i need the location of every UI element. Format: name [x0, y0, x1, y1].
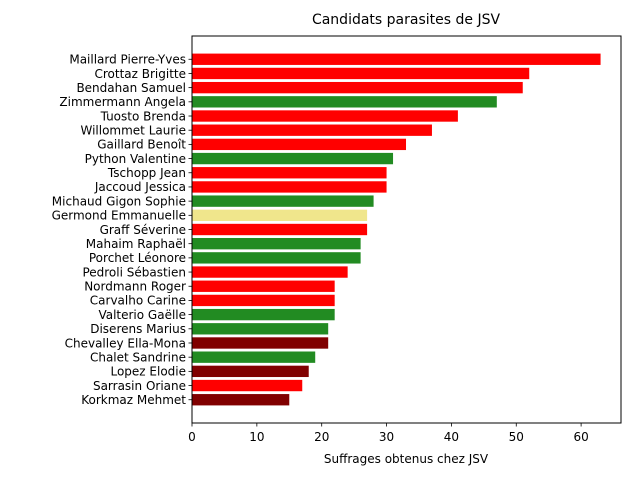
bar — [192, 67, 530, 80]
bar — [192, 96, 497, 108]
bar — [192, 181, 387, 193]
bar — [192, 351, 316, 363]
y-tick-label: Chalet Sandrine — [90, 350, 186, 364]
bar — [192, 308, 335, 321]
y-tick-label: Jaccoud Jessica — [94, 180, 186, 194]
y-tick-label: Willommet Laurie — [80, 123, 186, 137]
bar — [192, 280, 335, 292]
bar — [192, 167, 387, 179]
bar — [192, 110, 458, 122]
bar — [192, 337, 329, 349]
y-tick-label: Mahaim Raphaël — [86, 237, 186, 251]
y-tick-label: Chevalley Ella-Mona — [65, 336, 186, 350]
bar — [192, 394, 290, 406]
y-tick-label: Carvalho Carine — [90, 294, 186, 308]
x-tick-label: 50 — [509, 430, 524, 444]
y-tick-label: Maillard Pierre-Yves — [69, 53, 186, 67]
y-tick-label: Tschopp Jean — [107, 166, 186, 180]
y-tick-label: Tuosto Brenda — [100, 109, 186, 123]
bar — [192, 209, 368, 221]
y-tick-label: Lopez Elodie — [110, 365, 186, 379]
x-tick-label: 30 — [379, 430, 394, 444]
bar — [192, 81, 523, 94]
y-tick-label: Python Valentine — [85, 152, 186, 166]
y-tick-label: Crottaz Brigitte — [94, 67, 186, 81]
x-tick-label: 20 — [314, 430, 329, 444]
bar — [192, 379, 303, 392]
bar — [192, 252, 361, 264]
y-tick-label: Nordmann Roger — [84, 280, 186, 294]
bar — [192, 238, 361, 250]
chart-title: Candidats parasites de JSV — [312, 12, 501, 28]
bar — [192, 223, 368, 236]
bar — [192, 195, 374, 207]
bar — [192, 152, 394, 165]
x-tick-label: 60 — [573, 430, 588, 444]
x-tick-label: 10 — [249, 430, 264, 444]
y-tick-label: Graff Séverine — [100, 223, 186, 237]
y-tick-label: Zimmermann Angela — [59, 95, 186, 109]
y-tick-label: Valterio Gaëlle — [98, 308, 186, 322]
bar — [192, 365, 309, 378]
y-tick-label: Sarrasin Oriane — [93, 379, 186, 393]
x-tick-label: 40 — [444, 430, 459, 444]
y-tick-label: Bendahan Samuel — [76, 81, 186, 95]
bar — [192, 294, 335, 307]
bar — [192, 124, 432, 136]
y-tick-label: Korkmaz Mehmet — [81, 393, 186, 407]
bar — [192, 323, 329, 335]
x-ticks: 0 10 20 30 40 50 60 — [188, 423, 589, 444]
y-tick-label: Gaillard Benoît — [97, 138, 186, 152]
x-axis-label: Suffrages obtenus chez JSV — [324, 452, 489, 466]
y-tick-label: Porchet Léonore — [89, 251, 186, 265]
y-tick-label: Diserens Marius — [90, 322, 186, 336]
bar — [192, 266, 348, 278]
bar — [192, 138, 407, 151]
y-tick-label: Germond Emmanuelle — [52, 209, 186, 223]
y-tick-label: Pedroli Sébastien — [82, 265, 186, 279]
bar — [192, 53, 601, 65]
y-tick-label: Michaud Gigon Sophie — [52, 194, 186, 208]
x-tick-label: 0 — [188, 430, 196, 444]
bars-group — [192, 53, 601, 406]
plot-frame — [191, 35, 622, 424]
